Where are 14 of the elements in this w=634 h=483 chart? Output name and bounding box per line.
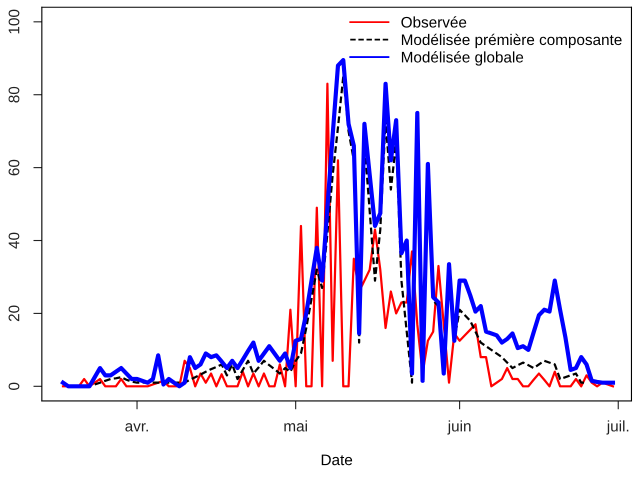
y-tick-label: 60 <box>8 160 20 176</box>
x-tick-label: avr. <box>125 423 148 432</box>
x-axis-title: Date <box>322 454 352 466</box>
y-tick-label: 40 <box>8 232 20 249</box>
legend-label: Modélisée prémière composante <box>402 34 622 48</box>
x-tick-label: juil. <box>606 420 628 435</box>
y-tick-label: 80 <box>8 86 20 103</box>
y-tick-label: 20 <box>8 306 20 322</box>
x-tick-label: juin <box>447 420 470 435</box>
legend-label: Observée <box>401 16 466 28</box>
legend-label: Modélisée globale <box>402 51 524 66</box>
x-tick-label: mai <box>284 420 307 432</box>
y-tick-label: 0 <box>8 382 20 390</box>
y-tick-label: 100 <box>8 10 20 34</box>
